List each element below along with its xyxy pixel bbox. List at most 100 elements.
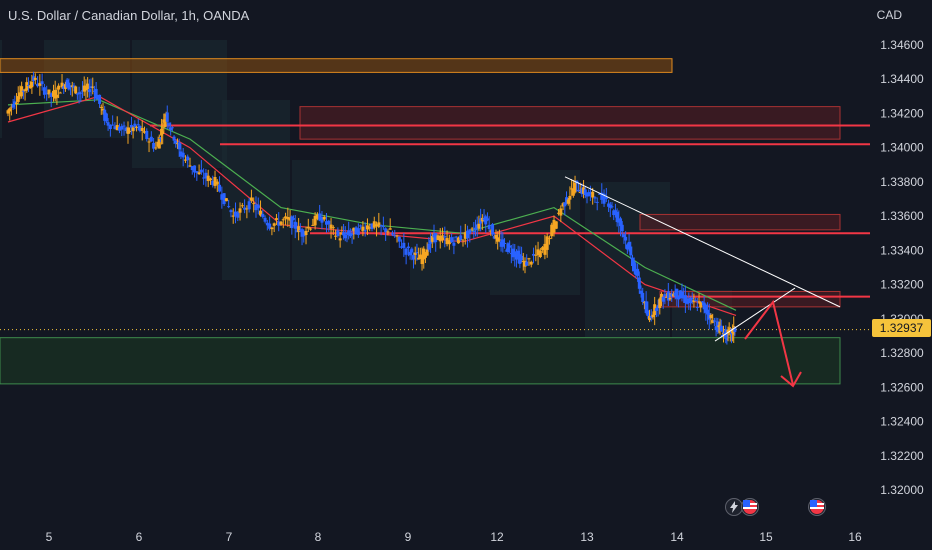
candle-body — [165, 112, 169, 122]
candle-body — [63, 84, 67, 89]
candle-body — [624, 236, 628, 241]
candle-body — [322, 216, 326, 220]
candle-body — [338, 238, 342, 241]
candle-body — [21, 90, 25, 92]
candle-body — [104, 113, 108, 122]
candle-body — [356, 228, 360, 235]
candle-body — [482, 218, 486, 220]
candle-body — [543, 243, 547, 255]
candle-body — [415, 252, 419, 254]
candle-body — [348, 232, 352, 237]
candle-body — [157, 139, 161, 149]
price-tick-label: 1.32200 — [880, 449, 924, 463]
candle-body — [131, 127, 135, 132]
candle-body — [680, 291, 684, 298]
candle-body — [536, 249, 540, 255]
candle-body — [193, 165, 197, 173]
candle-body — [340, 233, 344, 235]
candle-body — [573, 182, 577, 193]
candle-body — [327, 220, 331, 225]
candle-body — [82, 85, 86, 92]
candle-body — [188, 165, 192, 167]
candle-body — [40, 81, 44, 85]
us-flag-icon[interactable] — [741, 498, 759, 516]
candle-body — [634, 269, 638, 276]
time-tick-label: 8 — [315, 530, 322, 544]
candle-body — [52, 90, 55, 97]
demand-zone — [0, 337, 841, 385]
candle-body — [42, 87, 46, 95]
candle-body — [454, 236, 458, 238]
candle-body — [220, 194, 224, 200]
lightning-icon[interactable] — [725, 498, 743, 516]
candle-body — [81, 90, 85, 92]
us-flag-icon[interactable] — [808, 498, 826, 516]
time-tick-label: 12 — [490, 530, 504, 544]
candle-body — [111, 124, 115, 126]
candle-body — [714, 326, 718, 331]
candle-body — [370, 223, 374, 230]
candle-body — [89, 86, 93, 89]
price-tick-label: 1.33200 — [880, 278, 924, 292]
candle-body — [668, 298, 672, 300]
candle-body — [49, 93, 53, 97]
candle-body — [170, 127, 174, 129]
candle-body — [204, 172, 208, 179]
candle-body — [350, 233, 354, 235]
candle-body — [646, 310, 650, 316]
candle-body — [663, 294, 667, 297]
candle-body — [617, 218, 621, 223]
candle-body — [167, 123, 171, 126]
candle-body — [47, 89, 51, 95]
candle-body — [195, 171, 199, 173]
supply-zone — [299, 106, 841, 140]
candle-body — [304, 230, 308, 236]
candle-body — [521, 260, 525, 262]
chart-title: U.S. Dollar / Canadian Dollar, 1h, OANDA — [8, 8, 250, 23]
candle-body — [20, 86, 24, 97]
candle-body — [190, 166, 194, 171]
candle-body — [547, 238, 551, 240]
candle-body — [354, 227, 358, 235]
candle-body — [368, 227, 372, 229]
candle-body — [91, 86, 95, 88]
candle-body — [725, 331, 729, 340]
trendline — [564, 176, 841, 308]
candle-body — [124, 127, 128, 132]
candle-body — [365, 225, 369, 230]
candle-body — [115, 125, 119, 131]
candle-body — [501, 239, 505, 247]
candle-body — [438, 235, 442, 242]
currency-label: CAD — [876, 8, 902, 22]
candle-body — [699, 301, 703, 308]
candle-body — [425, 249, 429, 256]
trendline — [714, 287, 796, 342]
candle-body — [461, 239, 465, 241]
candle-body — [661, 296, 665, 302]
candle-body — [685, 300, 689, 304]
candle-body — [422, 248, 426, 260]
candle-body — [252, 203, 256, 205]
candle-body — [215, 181, 219, 185]
candle-body — [503, 242, 507, 244]
candle-body — [336, 230, 340, 236]
candle-body — [375, 224, 379, 227]
candle-body — [384, 228, 388, 233]
candle-body — [607, 203, 611, 207]
candle-body — [359, 225, 363, 227]
candle-body — [538, 250, 542, 257]
candle-body — [231, 215, 235, 217]
candle-body — [69, 85, 73, 88]
candle-body — [6, 110, 10, 114]
candle-body — [541, 247, 545, 251]
candle-body — [224, 198, 228, 202]
candle-body — [60, 82, 64, 88]
price-tick-label: 1.33600 — [880, 209, 924, 223]
candle-body — [443, 236, 447, 238]
candle-body — [445, 238, 449, 245]
candle-body — [402, 242, 406, 248]
candle-body — [161, 131, 165, 134]
candle-body — [26, 85, 30, 87]
candle-body — [534, 254, 538, 256]
